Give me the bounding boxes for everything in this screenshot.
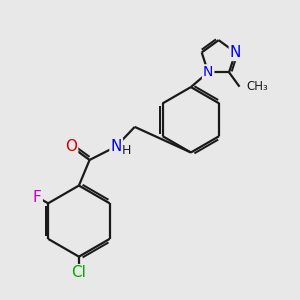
Text: F: F <box>33 190 42 205</box>
Text: N: N <box>203 65 213 79</box>
Text: N: N <box>110 139 122 154</box>
Text: CH₃: CH₃ <box>246 80 268 93</box>
Text: N: N <box>230 45 241 60</box>
Text: H: H <box>122 143 131 157</box>
Text: O: O <box>65 139 77 154</box>
Text: Cl: Cl <box>71 265 86 280</box>
